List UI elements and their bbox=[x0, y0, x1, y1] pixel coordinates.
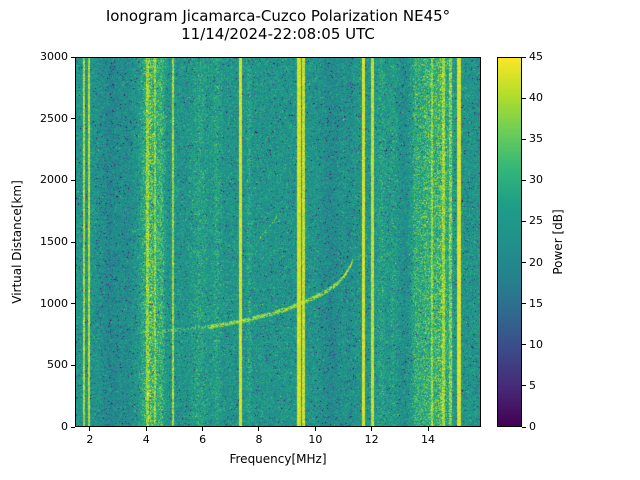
colorbar-tick-mark bbox=[522, 56, 526, 58]
colorbar-tick-label: 35 bbox=[529, 132, 543, 146]
y-tick-mark bbox=[71, 426, 75, 428]
x-tick-label: 4 bbox=[142, 433, 150, 446]
x-tick-mark bbox=[371, 427, 373, 431]
chart-title: Ionogram Jicamarca-Cuzco Polarization NE… bbox=[75, 7, 481, 43]
colorbar-tick-label: 15 bbox=[529, 296, 543, 310]
x-tick-mark bbox=[314, 427, 316, 431]
x-tick-label: 2 bbox=[86, 433, 94, 446]
y-tick-label: 0 bbox=[61, 420, 68, 433]
y-tick-label: 1500 bbox=[40, 235, 68, 248]
y-tick-mark bbox=[71, 56, 75, 58]
x-tick-mark bbox=[145, 427, 147, 431]
colorbar-tick-label: 20 bbox=[529, 255, 543, 269]
colorbar-label: Power [dB] bbox=[551, 209, 565, 275]
colorbar-tick-mark bbox=[522, 97, 526, 99]
chart-title-line1: Ionogram Jicamarca-Cuzco Polarization NE… bbox=[105, 7, 451, 25]
y-tick-label: 2500 bbox=[40, 111, 68, 125]
y-tick-label: 2000 bbox=[40, 173, 68, 187]
colorbar-tick-mark bbox=[522, 220, 526, 222]
y-tick-label: 1000 bbox=[40, 296, 68, 310]
colorbar-tick-mark bbox=[522, 385, 526, 387]
colorbar-tick-label: 45 bbox=[529, 50, 543, 63]
colorbar-tick-mark bbox=[522, 426, 526, 428]
colorbar-tick-label: 10 bbox=[529, 337, 543, 351]
y-axis-label: Virtual Distance[km] bbox=[10, 180, 24, 304]
colorbar-tick-mark bbox=[522, 179, 526, 181]
y-tick-mark bbox=[71, 364, 75, 366]
heatmap-canvas bbox=[75, 57, 481, 427]
x-tick-label: 12 bbox=[364, 433, 379, 446]
colorbar-tick-mark bbox=[522, 303, 526, 305]
colorbar-tick-label: 30 bbox=[529, 173, 543, 187]
colorbar-tick-label: 0 bbox=[529, 420, 536, 433]
x-tick-mark bbox=[258, 427, 260, 431]
y-tick-mark bbox=[71, 241, 75, 243]
x-tick-mark bbox=[427, 427, 429, 431]
x-tick-label: 10 bbox=[308, 433, 323, 446]
x-tick-label: 6 bbox=[199, 433, 207, 446]
y-tick-mark bbox=[71, 303, 75, 305]
colorbar-canvas bbox=[497, 57, 522, 427]
y-tick-mark bbox=[71, 118, 75, 120]
y-tick-mark bbox=[71, 179, 75, 181]
colorbar-tick-mark bbox=[522, 262, 526, 264]
y-tick-label: 3000 bbox=[40, 50, 68, 63]
x-tick-label: 8 bbox=[255, 433, 263, 446]
y-tick-label: 500 bbox=[47, 358, 68, 372]
x-tick-mark bbox=[202, 427, 204, 431]
colorbar-tick-label: 40 bbox=[529, 91, 543, 105]
colorbar-tick-label: 25 bbox=[529, 214, 543, 228]
chart-title-line2: 11/14/2024-22:08:05 UTC bbox=[181, 25, 375, 43]
colorbar-tick-mark bbox=[522, 138, 526, 140]
colorbar-tick-label: 5 bbox=[529, 378, 536, 392]
colorbar-tick-mark bbox=[522, 344, 526, 346]
x-tick-mark bbox=[89, 427, 91, 431]
x-tick-label: 14 bbox=[421, 433, 436, 446]
x-axis-label: Frequency[MHz] bbox=[229, 452, 327, 466]
